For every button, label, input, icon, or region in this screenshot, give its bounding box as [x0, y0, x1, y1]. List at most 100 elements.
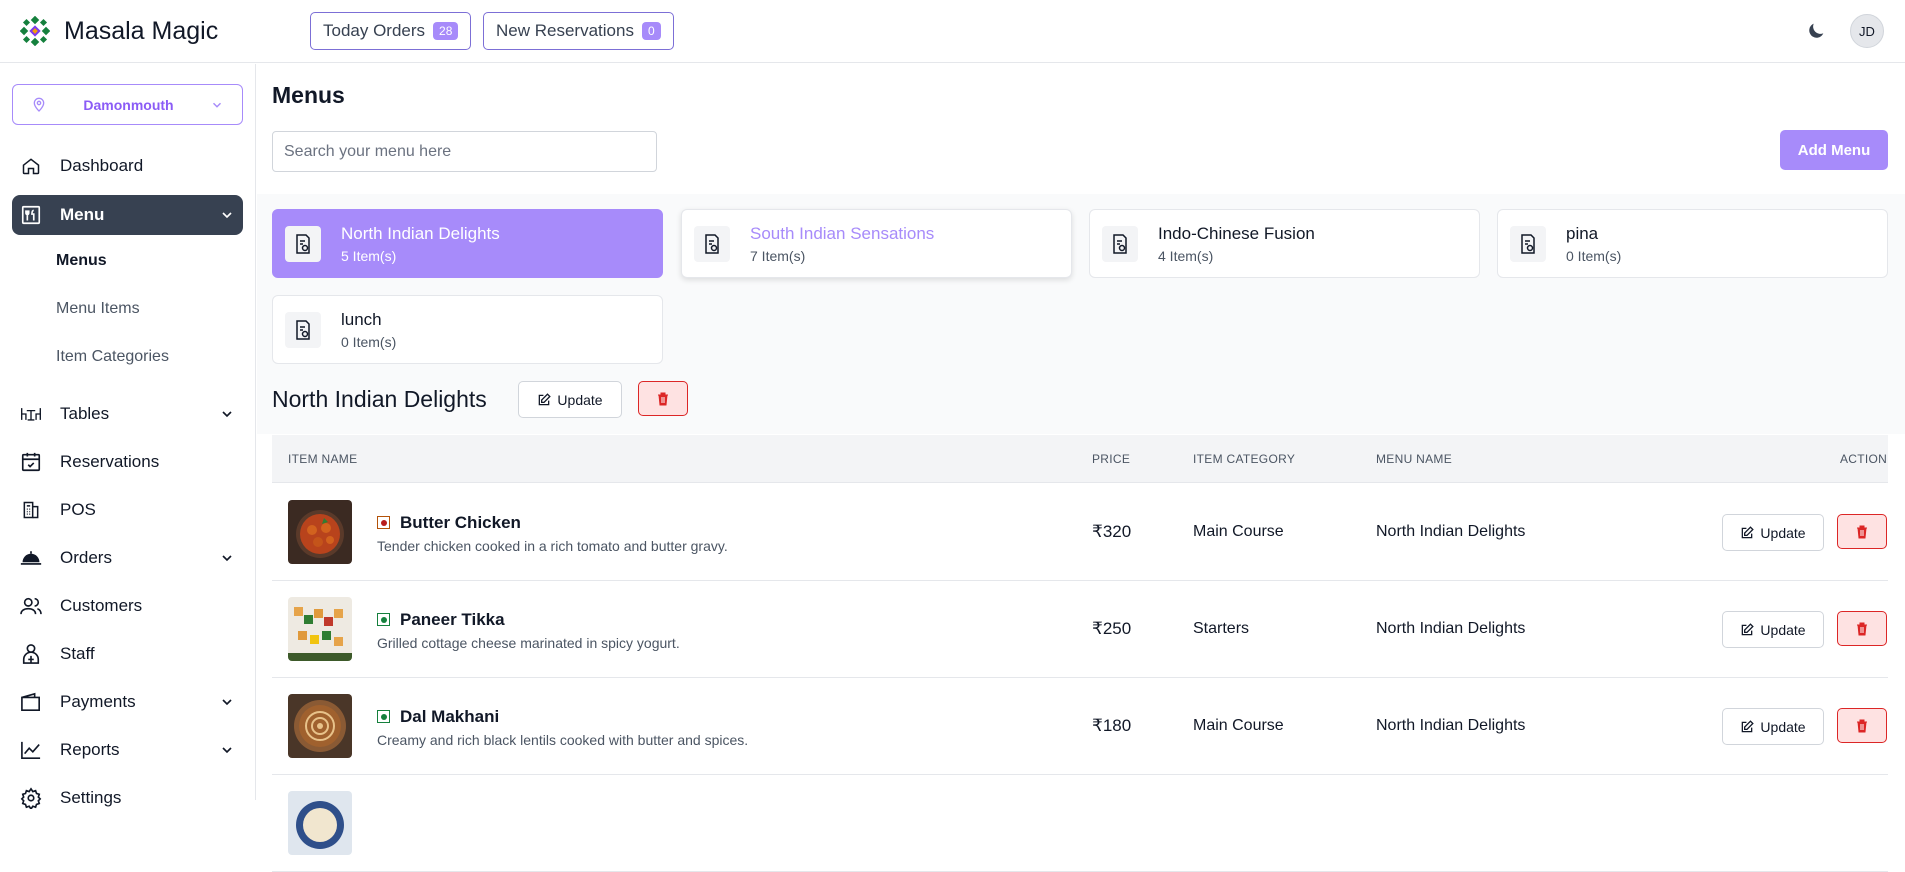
- sidebar-item-label: POS: [60, 500, 96, 519]
- chevron-down-icon: [212, 102, 222, 108]
- edit-icon: [1742, 525, 1755, 538]
- column-header-item-name: ITEM NAME: [288, 452, 358, 466]
- sidebar-item-label: Staff: [60, 644, 95, 663]
- menu-book-icon: [1510, 225, 1546, 262]
- delete-item-button[interactable]: [1837, 708, 1887, 743]
- menu-book-icon: [1102, 225, 1138, 262]
- item-name: Dal Makhani: [400, 707, 500, 726]
- sidebar-subitem-menu-items[interactable]: Menu Items: [56, 300, 140, 317]
- menu-card-count: 5 Item(s): [341, 247, 397, 264]
- sidebar-item-dashboard[interactable]: Dashboard: [12, 146, 243, 186]
- location-label: Damonmouth: [83, 96, 174, 113]
- delete-item-button[interactable]: [1837, 514, 1887, 549]
- menu-card[interactable]: Indo-Chinese Fusion 4 Item(s): [1089, 209, 1480, 278]
- item-category: Starters: [1193, 620, 1250, 637]
- update-item-button[interactable]: Update: [1722, 708, 1824, 745]
- item-menu-name: North Indian Delights: [1376, 523, 1526, 540]
- menu-card[interactable]: pina 0 Item(s): [1497, 209, 1888, 278]
- location-select[interactable]: Damonmouth: [12, 84, 243, 125]
- menu-card-name: North Indian Delights: [341, 223, 500, 243]
- sidebar-item-label: Tables: [60, 404, 110, 423]
- new-reservations-label: New Reservations: [496, 21, 634, 40]
- sidebar-item-settings[interactable]: Settings: [12, 778, 243, 818]
- menu-book-icon: [285, 225, 321, 262]
- item-category: Main Course: [1193, 717, 1284, 734]
- dark-mode-moon-icon[interactable]: [1805, 20, 1827, 42]
- sidebar-item-reports[interactable]: Reports: [12, 730, 243, 770]
- edit-icon: [539, 392, 552, 405]
- update-label: Update: [1760, 718, 1806, 735]
- menu-book-icon: [694, 225, 730, 262]
- table-icon: [20, 403, 42, 425]
- menu-card-count: 0 Item(s): [1566, 247, 1622, 264]
- main-content: Menus Add Menu North Indian Delights 5 I…: [257, 64, 1905, 872]
- new-reservations-button[interactable]: New Reservations 0: [483, 12, 674, 50]
- table-row: [272, 775, 1888, 872]
- sidebar-item-pos[interactable]: POS: [12, 490, 243, 530]
- food-thumbnail: [288, 694, 352, 758]
- item-category: Main Course: [1193, 523, 1284, 540]
- sidebar-item-label: Dashboard: [60, 156, 144, 175]
- item-price: ₹250: [1092, 619, 1132, 638]
- new-reservations-badge: 0: [641, 22, 661, 40]
- sidebar-subitem-menus[interactable]: Menus: [56, 252, 107, 269]
- sidebar-item-label: Reservations: [60, 452, 160, 471]
- edit-icon: [1742, 719, 1755, 732]
- menu-icon: [20, 204, 42, 226]
- chevron-down-icon: [222, 699, 232, 706]
- logo-icon: [20, 16, 50, 46]
- sidebar-item-tables[interactable]: Tables: [12, 394, 243, 434]
- add-menu-button[interactable]: Add Menu: [1780, 130, 1888, 170]
- sidebar-item-reservations[interactable]: Reservations: [12, 442, 243, 482]
- item-name: Butter Chicken: [400, 513, 521, 532]
- sidebar-item-label: Reports: [60, 740, 120, 759]
- sidebar-item-orders[interactable]: Orders: [12, 538, 243, 578]
- gear-icon: [20, 787, 42, 809]
- sidebar-item-customers[interactable]: Customers: [12, 586, 243, 626]
- column-header-price: PRICE: [1092, 452, 1131, 466]
- avatar[interactable]: JD: [1850, 14, 1884, 48]
- item-price: ₹320: [1092, 522, 1132, 541]
- food-thumbnail: [288, 791, 352, 855]
- item-name: Paneer Tikka: [400, 610, 505, 629]
- chevron-down-icon: [222, 411, 232, 418]
- item-menu-name: North Indian Delights: [1376, 717, 1526, 734]
- veg-indicator-icon: [377, 710, 390, 723]
- item-description: Grilled cottage cheese marinated in spic…: [377, 635, 680, 651]
- food-thumbnail: [288, 597, 352, 661]
- calendar-icon: [20, 451, 42, 473]
- search-input[interactable]: [272, 131, 657, 172]
- today-orders-label: Today Orders: [323, 21, 426, 40]
- page-title: Menus: [272, 82, 345, 108]
- column-header-item-category: ITEM CATEGORY: [1193, 452, 1296, 466]
- sidebar-item-label: Customers: [60, 596, 143, 615]
- brand[interactable]: Masala Magic: [20, 16, 218, 46]
- menu-card[interactable]: North Indian Delights 5 Item(s): [272, 209, 663, 278]
- chevron-down-icon: [222, 555, 232, 562]
- trash-icon: [1857, 719, 1867, 732]
- veg-indicator-icon: [377, 613, 390, 626]
- delete-menu-button[interactable]: [638, 381, 688, 416]
- non-veg-indicator-icon: [377, 516, 390, 529]
- brand-name: Masala Magic: [64, 16, 219, 45]
- wallet-icon: [20, 691, 42, 713]
- menu-card-name: Indo-Chinese Fusion: [1158, 223, 1315, 243]
- today-orders-button[interactable]: Today Orders 28: [310, 12, 472, 50]
- sidebar-item-staff[interactable]: Staff: [12, 634, 243, 674]
- menu-card-count: 4 Item(s): [1158, 247, 1214, 264]
- menu-card-name: South Indian Sensations: [750, 223, 935, 243]
- update-menu-button[interactable]: Update: [518, 381, 622, 418]
- update-item-button[interactable]: Update: [1722, 611, 1824, 648]
- chevron-down-icon: [222, 212, 232, 219]
- food-thumbnail: [288, 500, 352, 564]
- sidebar-subitem-item-categories[interactable]: Item Categories: [56, 348, 169, 365]
- delete-item-button[interactable]: [1837, 611, 1887, 646]
- home-icon: [20, 155, 42, 177]
- update-item-button[interactable]: Update: [1722, 514, 1824, 551]
- menu-card[interactable]: South Indian Sensations 7 Item(s): [681, 209, 1072, 278]
- sidebar-item-menu[interactable]: Menu: [12, 195, 243, 235]
- column-header-action: ACTION: [1840, 452, 1888, 466]
- sidebar-item-payments[interactable]: Payments: [12, 682, 243, 722]
- menu-card[interactable]: lunch 0 Item(s): [272, 295, 663, 364]
- sidebar-item-label: Settings: [60, 788, 122, 807]
